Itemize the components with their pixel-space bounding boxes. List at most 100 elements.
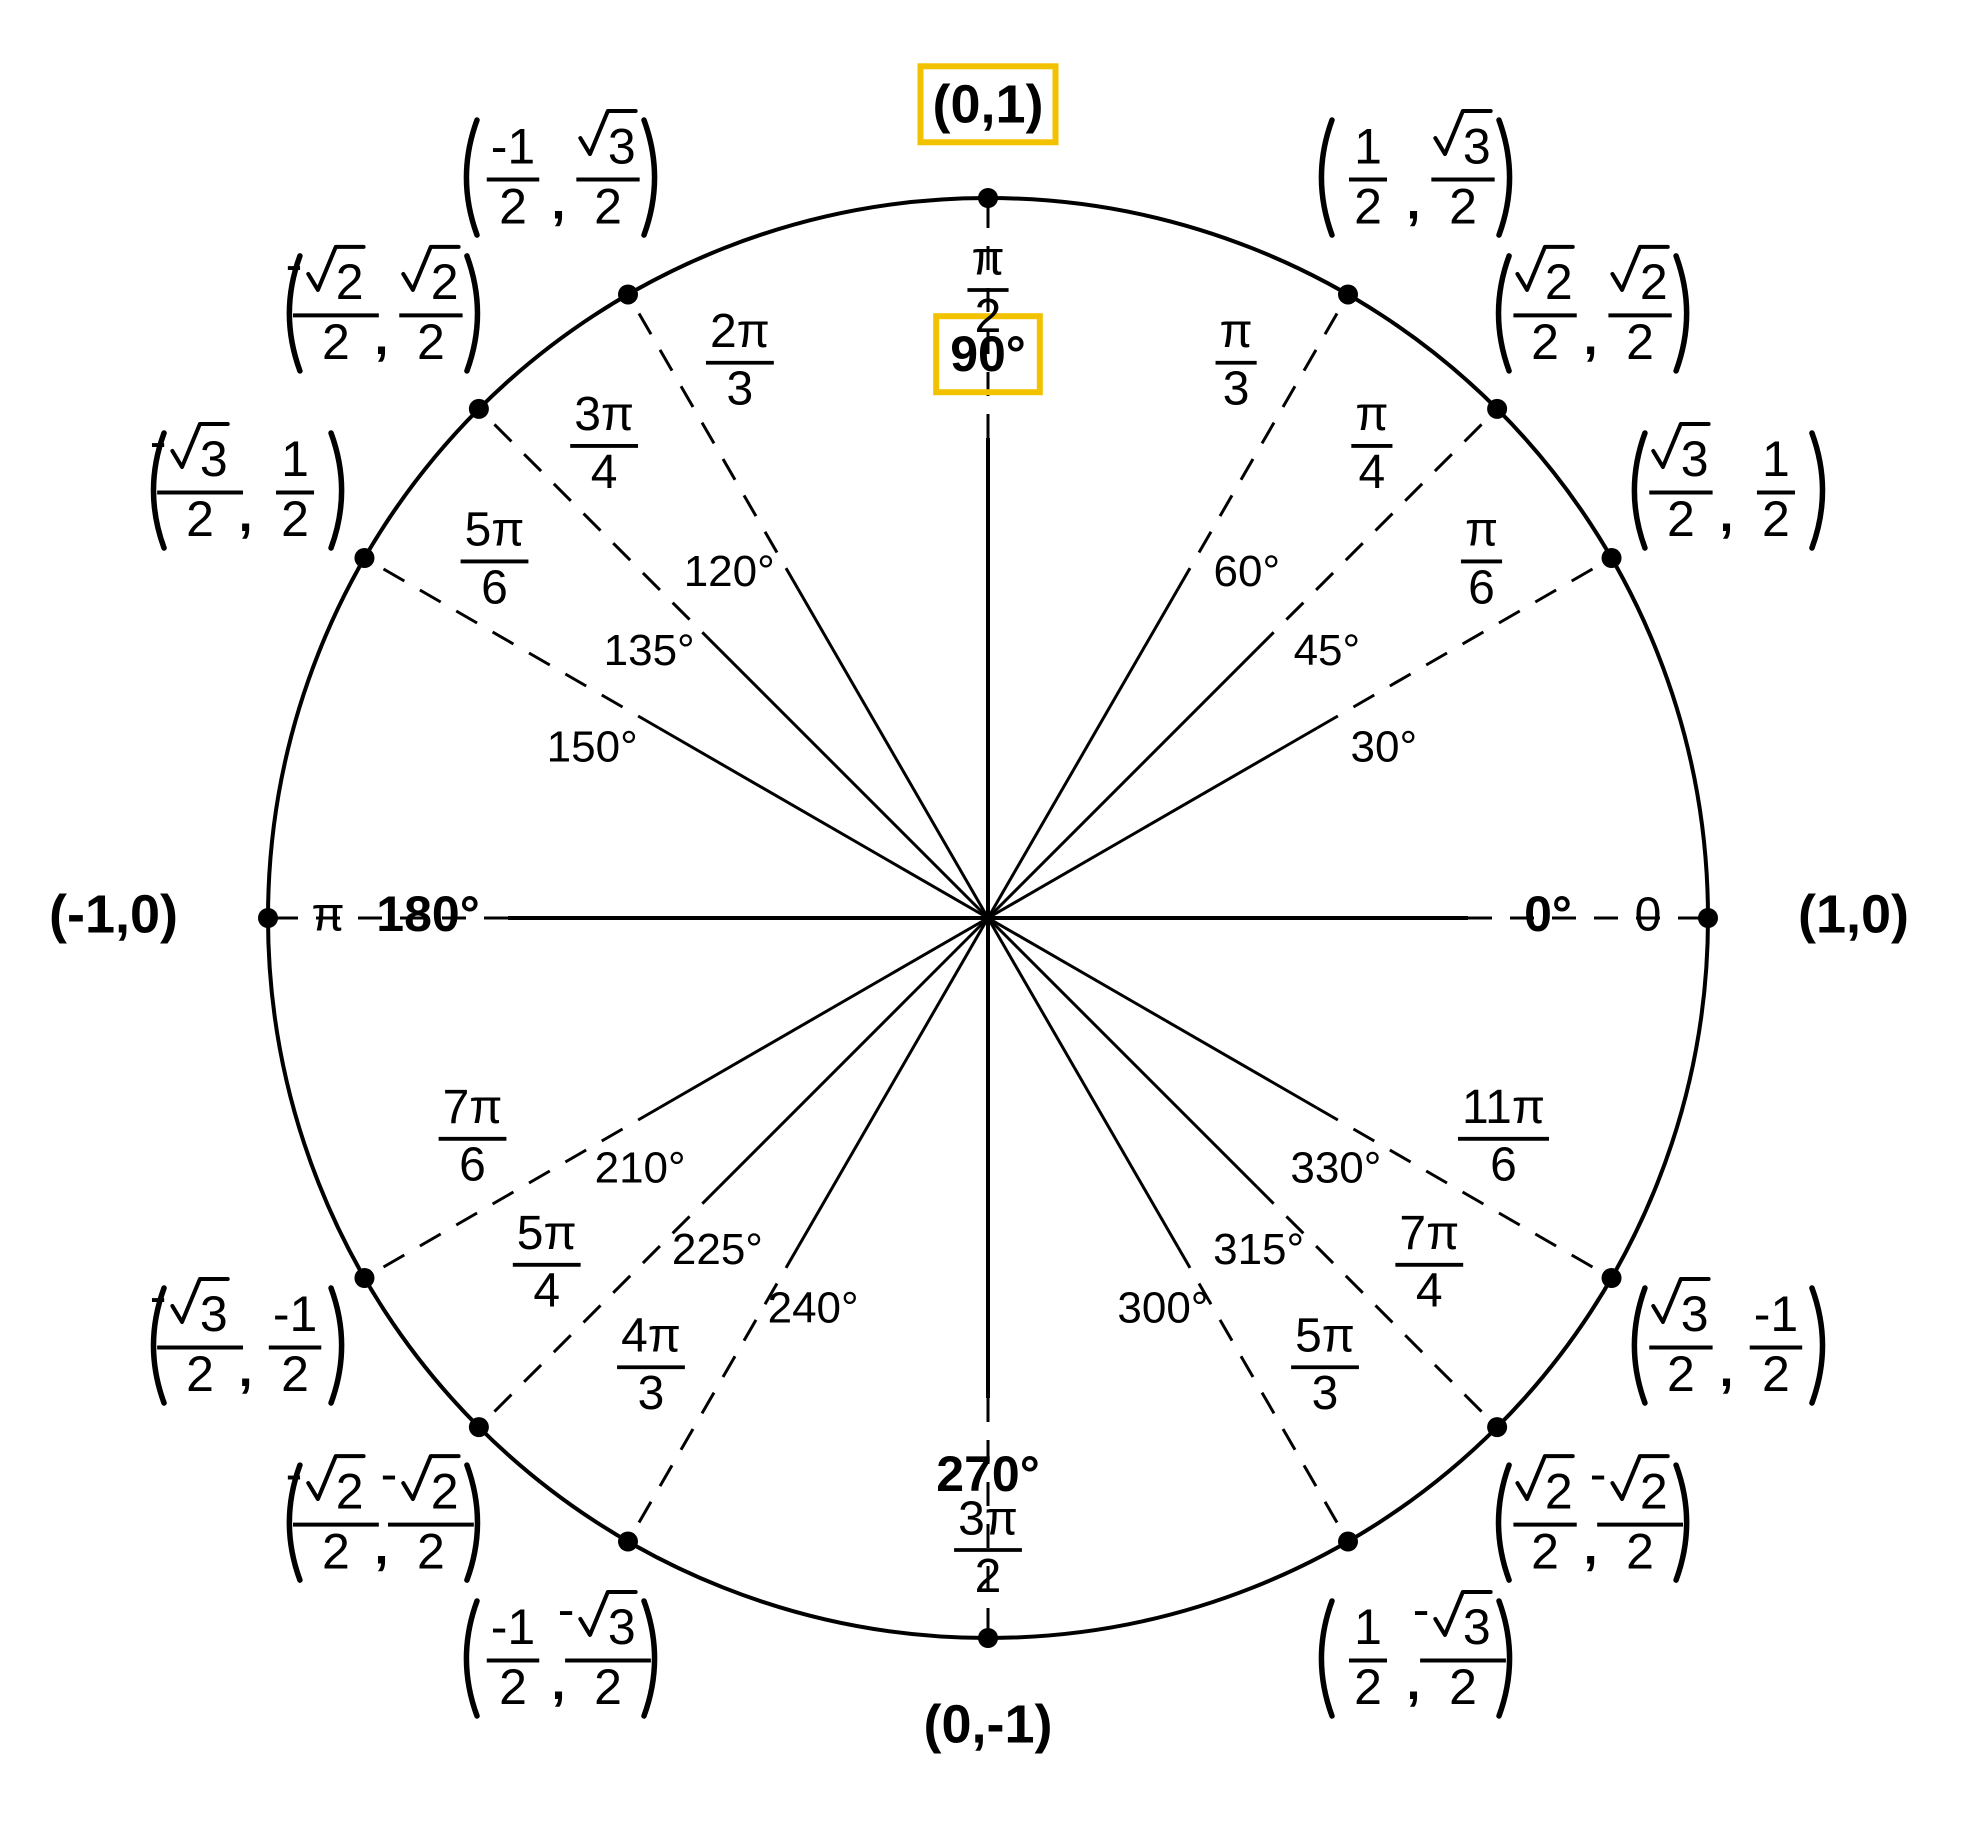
- coord-180: (-1,0): [49, 884, 178, 944]
- point-210: [354, 1268, 374, 1288]
- radial-150: [659, 728, 988, 918]
- fraction: -32: [558, 1582, 651, 1716]
- svg-text:2: 2: [1626, 314, 1654, 370]
- deg-label-180: 180°: [376, 886, 479, 942]
- point-45: [1487, 399, 1507, 419]
- svg-text:2: 2: [594, 178, 622, 234]
- svg-text:,: ,: [1407, 1654, 1421, 1710]
- svg-text:2π: 2π: [710, 305, 770, 358]
- degree-labels: 0°30°45°60°90°120°135°150°180°210°225°24…: [376, 326, 1572, 1502]
- fraction: 22: [399, 247, 462, 370]
- svg-text:1: 1: [1762, 431, 1790, 487]
- coord-0: (1,0): [1798, 884, 1909, 944]
- svg-text:6: 6: [1490, 1139, 1517, 1192]
- svg-text:1: 1: [281, 431, 309, 487]
- fraction: 0: [1635, 889, 1662, 942]
- unit-circle-svg: 0°30°45°60°90°120°135°150°180°210°225°24…: [0, 0, 1976, 1836]
- svg-text:π: π: [311, 889, 344, 942]
- fraction: 7π6: [439, 1081, 507, 1192]
- svg-text:,: ,: [1719, 486, 1733, 542]
- svg-text:3: 3: [638, 1367, 665, 1420]
- svg-text:1: 1: [1354, 118, 1382, 174]
- svg-text:2: 2: [1667, 1346, 1695, 1402]
- svg-text:1: 1: [1354, 1599, 1382, 1655]
- svg-text:3: 3: [1463, 1599, 1491, 1655]
- svg-text:3: 3: [1681, 1286, 1709, 1342]
- fraction: 22: [1608, 247, 1671, 370]
- point-150: [354, 548, 374, 568]
- svg-text:5π: 5π: [1295, 1310, 1355, 1363]
- svg-text:2: 2: [417, 314, 445, 370]
- svg-text:,: ,: [1584, 1518, 1598, 1574]
- radial-315: [988, 918, 1257, 1187]
- svg-text:3: 3: [1223, 363, 1250, 416]
- point-30: [1602, 548, 1622, 568]
- radial-330: [988, 918, 1317, 1108]
- coord-150: -3212,: [150, 414, 342, 548]
- svg-text:π: π: [1355, 388, 1388, 441]
- fraction: 4π3: [617, 1310, 685, 1421]
- fraction: π3: [1216, 305, 1257, 416]
- svg-text:3: 3: [608, 1599, 636, 1655]
- svg-text:2: 2: [975, 290, 1002, 343]
- deg-label-150: 150°: [547, 723, 638, 772]
- point-0: [1698, 908, 1718, 928]
- svg-text:2: 2: [417, 1523, 445, 1579]
- svg-text:,: ,: [374, 1518, 388, 1574]
- point-225: [469, 1417, 489, 1437]
- fraction: 22: [1513, 1456, 1576, 1579]
- radial-225: [719, 918, 988, 1187]
- svg-text:2: 2: [186, 491, 214, 547]
- svg-text:3: 3: [727, 363, 754, 416]
- radial-300: [988, 918, 1178, 1247]
- svg-text:2: 2: [336, 254, 364, 310]
- svg-text:2: 2: [1762, 1346, 1790, 1402]
- fraction: 5π6: [461, 504, 529, 615]
- point-120: [618, 284, 638, 304]
- fraction: 32: [1649, 424, 1712, 547]
- fraction: 12: [276, 431, 314, 547]
- point-60: [1338, 284, 1358, 304]
- svg-text:,: ,: [552, 1654, 566, 1710]
- fraction: -12: [1750, 1286, 1802, 1402]
- svg-text:-: -: [1413, 1582, 1430, 1638]
- coord-270: (0,-1): [923, 1694, 1052, 1754]
- coord-120: -1232,: [466, 111, 654, 235]
- svg-text:7π: 7π: [1399, 1207, 1459, 1260]
- fraction: 3π4: [570, 388, 638, 499]
- svg-text:,: ,: [552, 173, 566, 229]
- svg-text:2: 2: [1762, 491, 1790, 547]
- deg-label-120: 120°: [684, 547, 775, 596]
- svg-text:,: ,: [1584, 309, 1598, 365]
- svg-text:-1: -1: [491, 118, 535, 174]
- fraction: -12: [487, 1599, 539, 1715]
- svg-text:3: 3: [1312, 1367, 1339, 1420]
- svg-text:11π: 11π: [1462, 1081, 1545, 1134]
- point-135: [469, 399, 489, 419]
- fraction: -22: [1590, 1446, 1683, 1580]
- point-330: [1602, 1268, 1622, 1288]
- svg-text:2: 2: [1531, 1523, 1559, 1579]
- fraction: 32: [1649, 1279, 1712, 1402]
- svg-text:7π: 7π: [443, 1081, 503, 1134]
- dash-60: [1178, 294, 1348, 588]
- dash-30: [1317, 558, 1611, 728]
- svg-text:,: ,: [239, 1341, 253, 1397]
- point-180: [258, 908, 278, 928]
- deg-label-210: 210°: [595, 1143, 686, 1192]
- coord-135: -2222,: [286, 237, 478, 371]
- svg-text:3π: 3π: [574, 388, 634, 441]
- svg-text:π: π: [971, 232, 1004, 285]
- svg-text:2: 2: [1626, 1523, 1654, 1579]
- coord-300: 12-32,: [1321, 1582, 1509, 1716]
- svg-text:-1: -1: [273, 1286, 317, 1342]
- svg-text:2: 2: [281, 491, 309, 547]
- svg-text:2: 2: [431, 1463, 459, 1519]
- fraction: 12: [1757, 431, 1795, 547]
- svg-text:2: 2: [431, 254, 459, 310]
- svg-text:2: 2: [186, 1346, 214, 1402]
- fraction: 11π6: [1458, 1081, 1549, 1192]
- deg-label-30: 30°: [1351, 723, 1418, 772]
- svg-text:6: 6: [481, 561, 508, 614]
- svg-text:-: -: [1590, 1446, 1607, 1502]
